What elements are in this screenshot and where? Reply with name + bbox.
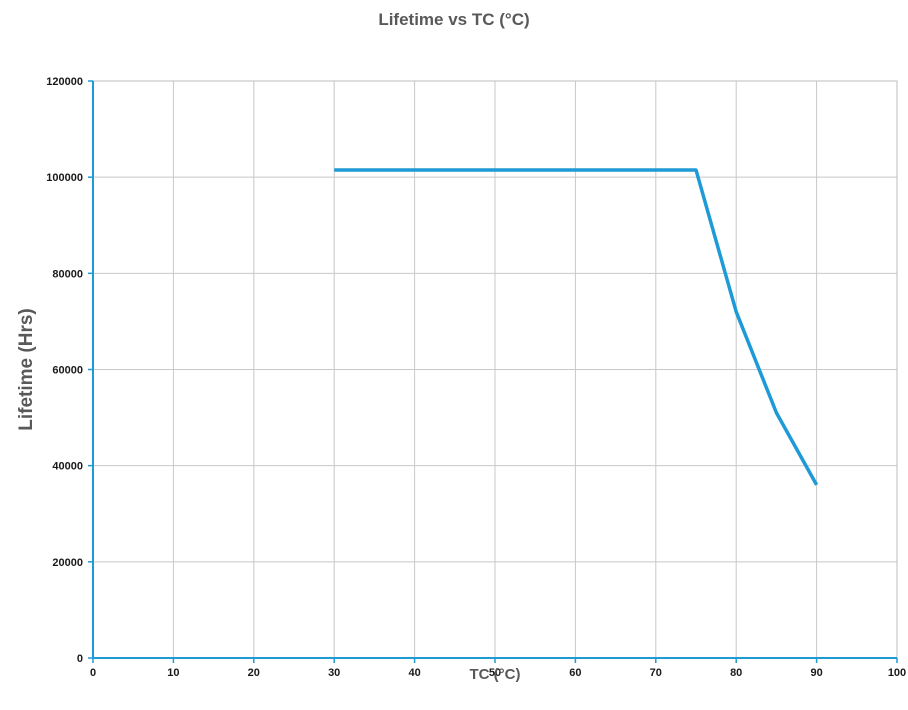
x-tick-label: 50	[489, 667, 501, 679]
x-tick-label: 60	[569, 667, 581, 679]
x-tick-label: 100	[888, 667, 906, 679]
x-tick-labels: 0 10 20 30 40 50 60 70 80 90 100	[90, 667, 906, 679]
x-tick-label: 20	[248, 667, 260, 679]
x-tick-label: 70	[650, 667, 662, 679]
chart-title: Lifetime vs TC (°C)	[378, 10, 530, 29]
y-tick-labels: 0 20000 40000 60000 80000 100000 120000	[46, 76, 83, 665]
x-tick-label: 40	[408, 667, 420, 679]
x-axis-title: TC (°C)	[470, 666, 521, 683]
series-layer	[334, 168, 819, 486]
x-tick-label: 80	[730, 667, 742, 679]
y-tick-label: 80000	[52, 268, 83, 280]
y-tick-label: 20000	[52, 557, 83, 569]
axes	[88, 80, 898, 663]
y-tick-label: 60000	[52, 365, 83, 377]
y-tick-label: 120000	[46, 76, 83, 88]
x-tick-label: 0	[90, 667, 96, 679]
x-tick-label: 30	[328, 667, 340, 679]
x-tick-label: 10	[167, 667, 179, 679]
y-tick-label: 0	[77, 653, 83, 665]
series-line	[334, 168, 819, 486]
x-tick-label: 90	[810, 667, 822, 679]
y-tick-label: 40000	[52, 461, 83, 473]
y-axis-title: Lifetime (Hrs)	[16, 308, 37, 430]
y-tick-label: 100000	[46, 172, 83, 184]
grid-lines	[92, 80, 898, 659]
